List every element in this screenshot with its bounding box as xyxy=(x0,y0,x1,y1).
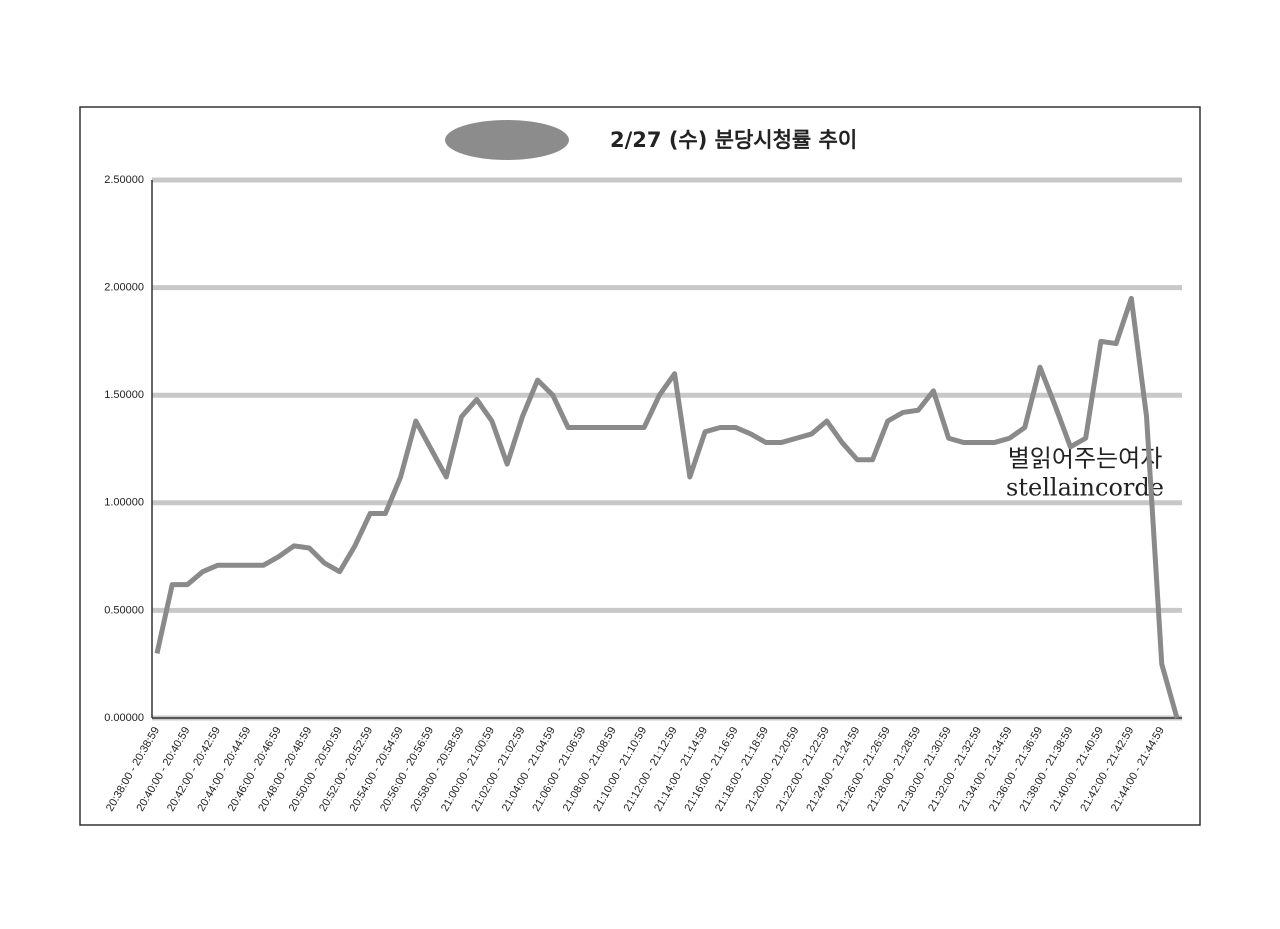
watermark: stellaincorde xyxy=(1006,474,1164,502)
series-line xyxy=(154,295,1180,719)
chart-frame xyxy=(79,106,1201,826)
chart-title: 2/27 (수) 분당시청률 추이 xyxy=(610,128,857,152)
y-tick-label: 0.50000 xyxy=(104,604,144,616)
redaction xyxy=(445,120,569,160)
y-tick-label: 1.50000 xyxy=(104,389,144,401)
y-tick-label: 1.00000 xyxy=(104,497,144,509)
y-tick-label: 2.00000 xyxy=(104,282,144,294)
watermark: 별읽어주는여자 xyxy=(1008,445,1163,473)
y-tick-label: 0.00000 xyxy=(104,712,144,724)
y-tick-label: 2.50000 xyxy=(104,174,144,186)
